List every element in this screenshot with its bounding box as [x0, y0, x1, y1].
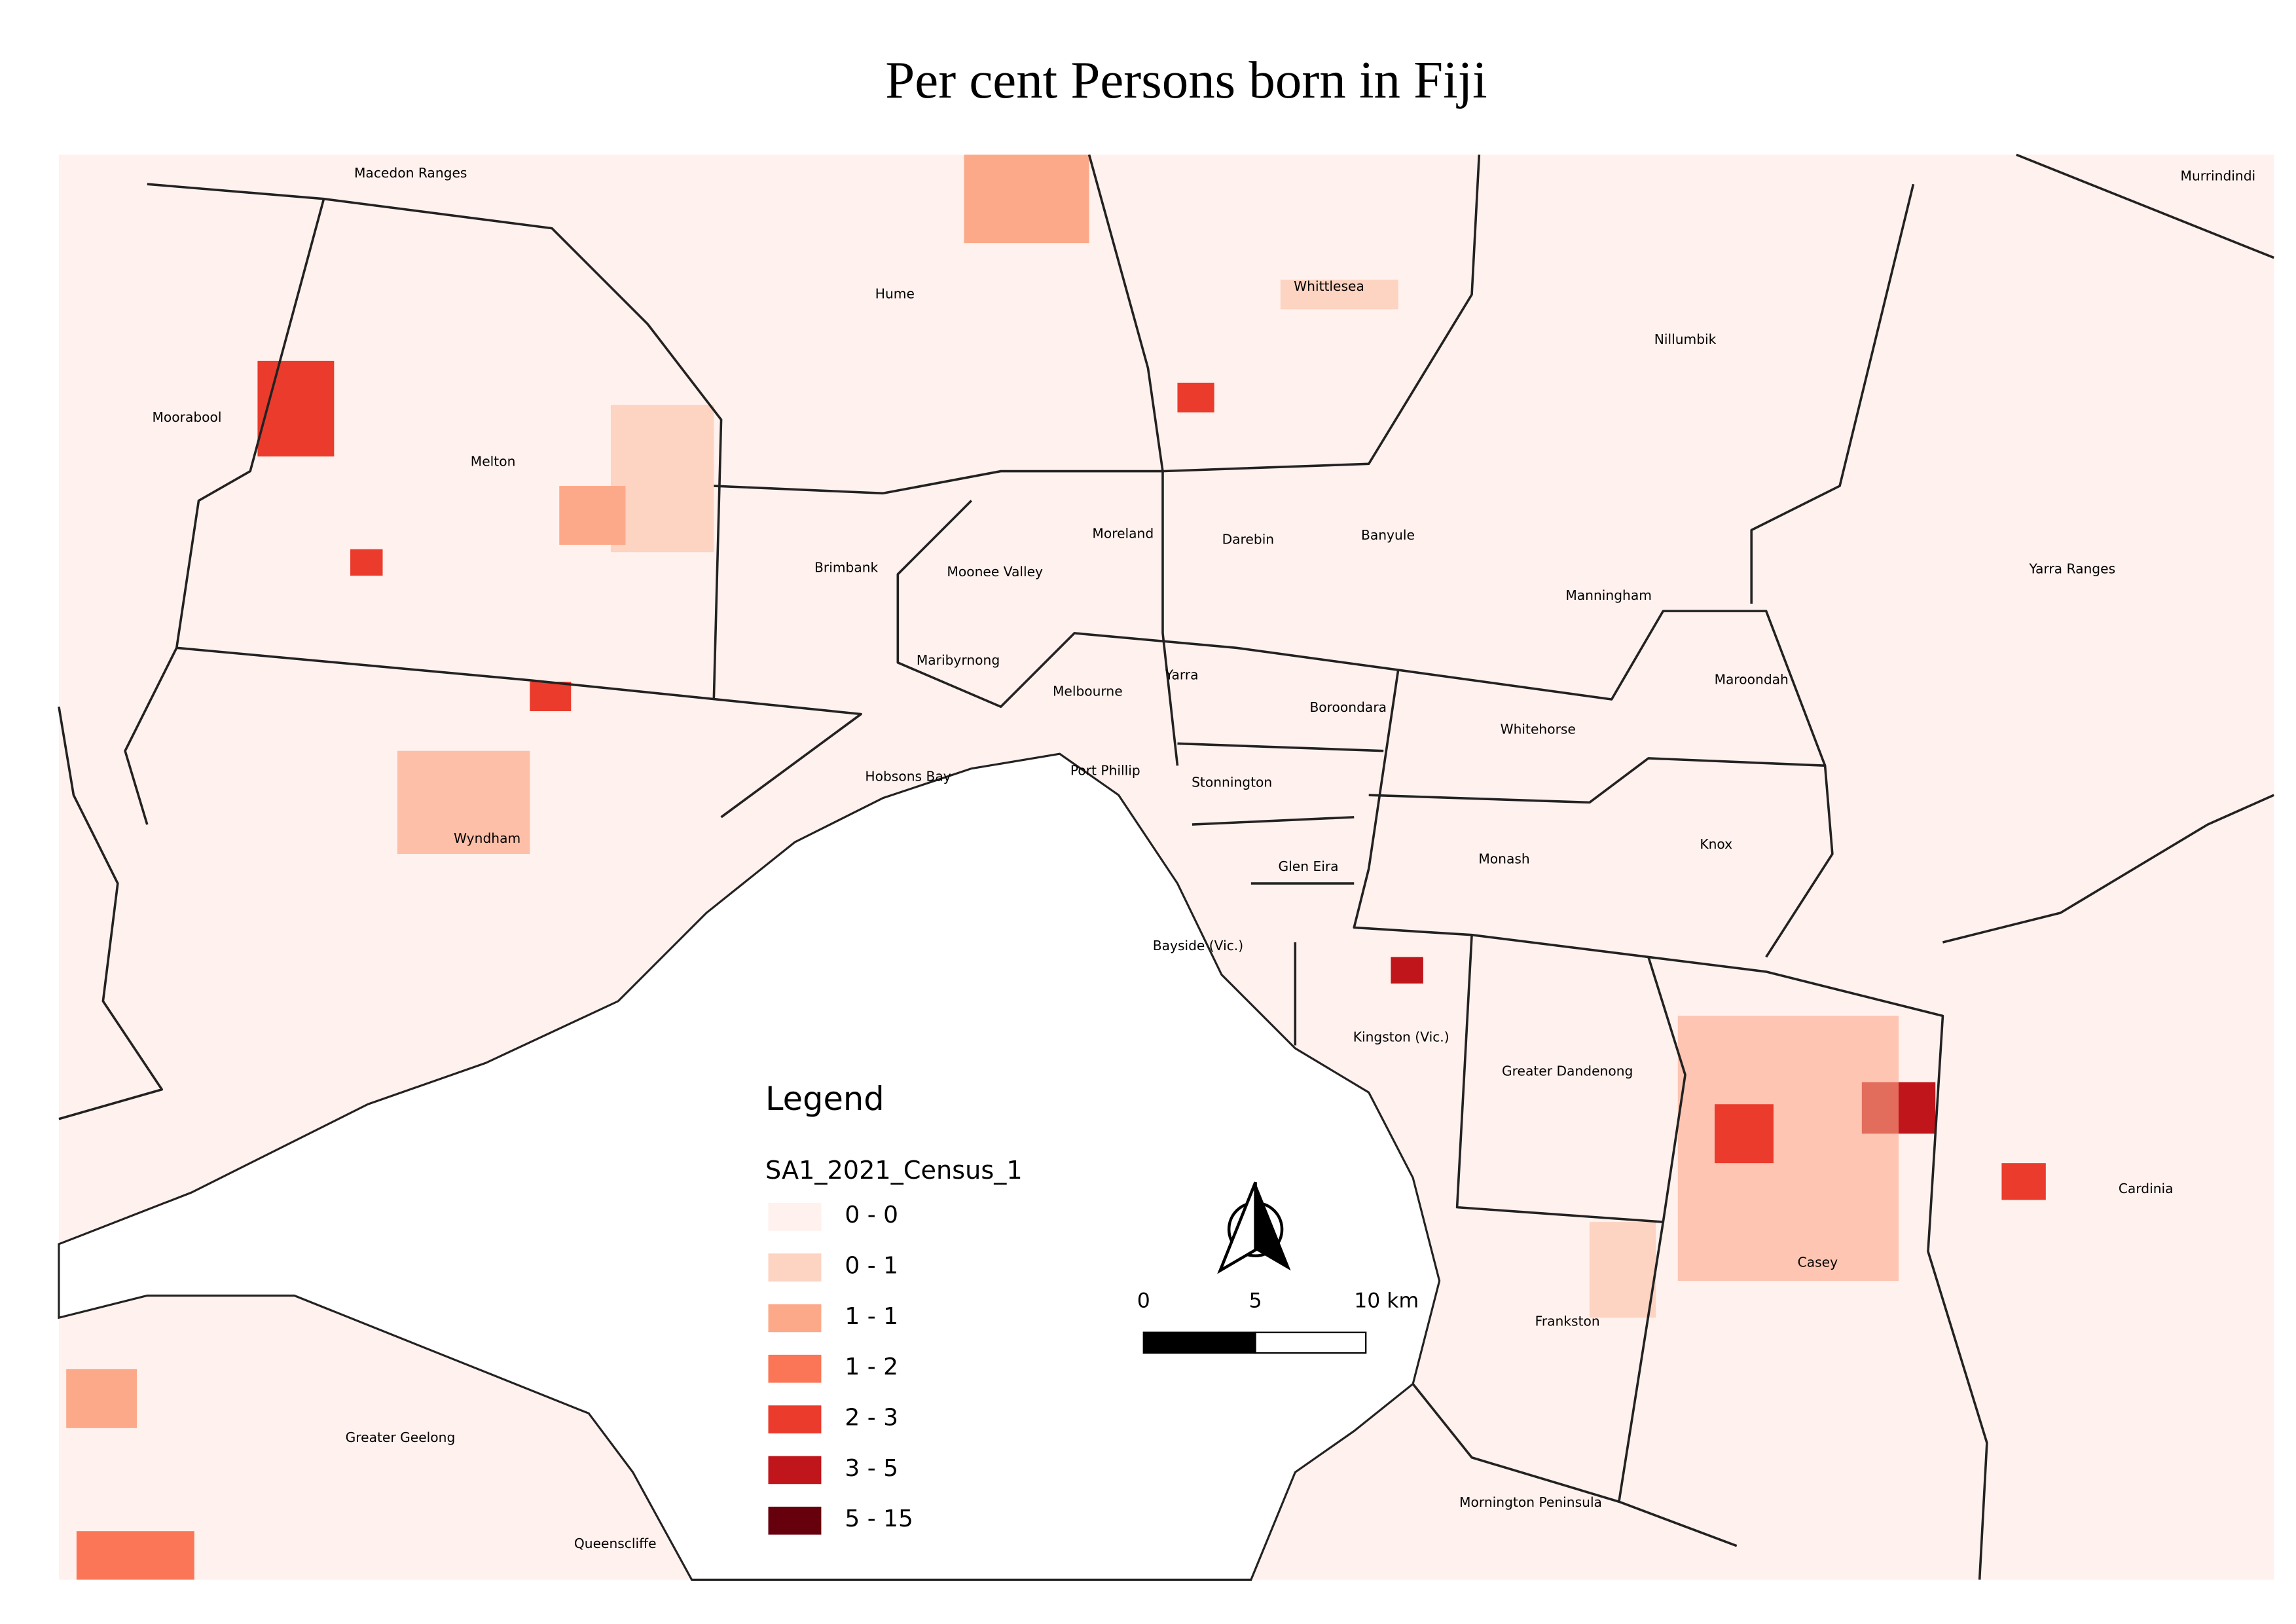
region-label: Port Phillip: [1070, 763, 1140, 779]
legend-swatch: [768, 1354, 822, 1383]
scale-label: 0: [1137, 1289, 1150, 1312]
map-frame: Macedon Ranges Hume Whittlesea Nillumbik Mur…: [58, 153, 2275, 1581]
region-label: Maribyrnong: [917, 652, 1000, 668]
patch: [397, 750, 530, 855]
patch: [964, 155, 1089, 244]
region-label: Bayside (Vic.): [1153, 938, 1243, 953]
region-label: Casey: [1798, 1255, 1838, 1270]
data-patches: [66, 155, 2046, 1580]
legend-heading: Legend: [765, 1080, 884, 1118]
scale-label: 10 km: [1354, 1289, 1419, 1312]
region-label: Yarra: [1165, 667, 1199, 683]
legend-swatch: [768, 1304, 822, 1333]
region-label: Maroondah: [1715, 671, 1789, 687]
region-label: Cardinia: [2119, 1181, 2174, 1196]
region-label: Queenscliffe: [574, 1536, 657, 1551]
region-label: Murrindindi: [2181, 168, 2256, 183]
region-label: Brimbank: [814, 559, 879, 575]
patch: [2001, 1163, 2046, 1200]
region-label: Melbourne: [1053, 683, 1123, 699]
region-label: Boroondara: [1309, 699, 1387, 715]
legend-swatch: [768, 1202, 822, 1231]
region-label: Greater Dandenong: [1502, 1063, 1633, 1079]
patch: [1677, 1016, 1899, 1282]
region-label: Hume: [875, 286, 915, 301]
region-label: Knox: [1700, 836, 1732, 852]
region-labels: Macedon Ranges Hume Whittlesea Nillumbik Mur…: [152, 165, 2255, 1551]
scale-labels: 0 5 10 km: [1137, 1289, 1419, 1312]
region-label: Banyule: [1361, 527, 1415, 543]
legend-items: 0 - 0 0 - 1 1 - 1 1 - 2 2 - 3 3 - 5 5 - 15: [768, 1202, 913, 1535]
patch: [1589, 1222, 1656, 1318]
legend-swatch: [768, 1405, 822, 1433]
patch: [610, 405, 714, 553]
region-label: Yarra Ranges: [2028, 561, 2115, 577]
region-label: Frankston: [1535, 1313, 1600, 1329]
region-label: Moreland: [1092, 526, 1154, 542]
patch: [66, 1369, 137, 1428]
patch: [257, 360, 335, 457]
scale-bar: 0 5 10 km: [1137, 1289, 1419, 1354]
patch: [1280, 280, 1398, 310]
map-title: Per cent Persons born in Fiji: [885, 50, 1487, 109]
region-label: Stonnington: [1192, 775, 1272, 790]
patch: [1391, 957, 1423, 984]
region-label: Moonee Valley: [947, 564, 1043, 580]
legend-label: 5 - 15: [845, 1505, 913, 1532]
region-label: Moorabool: [152, 409, 221, 425]
region-label: Darebin: [1222, 532, 1275, 547]
scale-seg: [1142, 1331, 1256, 1354]
legend-swatch: [768, 1456, 822, 1485]
patch: [76, 1531, 194, 1580]
legend-label: 3 - 5: [845, 1455, 898, 1482]
patch: [1177, 382, 1214, 413]
region-label: Macedon Ranges: [354, 165, 467, 181]
legend: Legend SA1_2021_Census_1 0 - 0 0 - 1 1 - 1…: [765, 1080, 1023, 1535]
legend-label: 1 - 1: [845, 1303, 898, 1330]
legend-swatch: [768, 1253, 822, 1282]
region-label: Greater Geelong: [346, 1430, 456, 1445]
patch: [350, 549, 383, 576]
scale-label: 5: [1249, 1289, 1262, 1312]
north-right: [1255, 1182, 1291, 1271]
legend-label: 1 - 2: [845, 1354, 898, 1380]
patch: [530, 682, 572, 712]
scale-seg: [1254, 1331, 1367, 1354]
region-label: Glen Eira: [1279, 858, 1339, 874]
boundaries: [58, 153, 2275, 1580]
region-label: Whitehorse: [1501, 722, 1576, 737]
legend-label: 0 - 1: [845, 1252, 898, 1279]
patch: [559, 486, 626, 545]
region-label: Kingston (Vic.): [1353, 1029, 1449, 1045]
legend-title: SA1_2021_Census_1: [765, 1156, 1023, 1185]
region-label: Monash: [1478, 851, 1529, 867]
region-label: Nillumbik: [1654, 331, 1717, 347]
region-label: Manningham: [1565, 587, 1652, 603]
port-phillip-bay: [58, 752, 1441, 1581]
region-label: Hobsons Bay: [865, 769, 951, 784]
region-label: Wyndham: [454, 830, 520, 846]
patch: [1715, 1104, 1774, 1164]
region-label: Whittlesea: [1294, 278, 1364, 294]
region-label: Melton: [471, 454, 516, 470]
legend-label: 0 - 0: [845, 1202, 898, 1228]
region-label: Mornington Peninsula: [1459, 1494, 1602, 1510]
legend-label: 2 - 3: [845, 1404, 898, 1431]
north-arrow: [1217, 1181, 1291, 1274]
legend-swatch: [768, 1506, 822, 1535]
